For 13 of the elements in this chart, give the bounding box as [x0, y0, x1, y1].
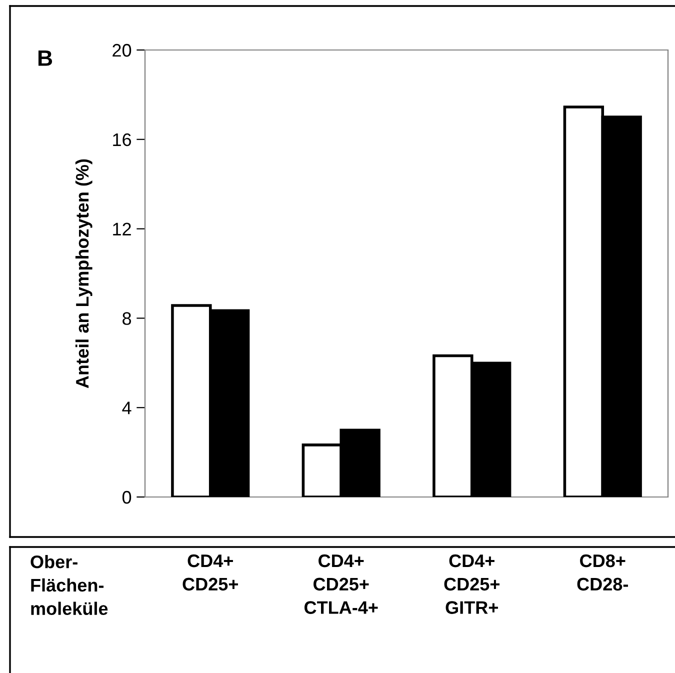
y-tick-label: 12: [113, 222, 131, 236]
x-tick-label: CD4+ CD25+: [182, 554, 238, 591]
y-tick-label: 20: [112, 44, 132, 57]
x-tick-label: CD4+ CD25+ GITR+: [444, 554, 500, 614]
text: B: [38, 50, 52, 66]
y-tick-label: 8: [122, 312, 132, 325]
y-axis-title: Anteil an Lymphozyten (%): [75, 159, 92, 388]
x-tick-label: CD4+ CD25+ CTLA-4+: [304, 554, 378, 614]
y-tick-label: 0: [122, 490, 132, 504]
text: Ober- Flächen- moleküle: [30, 555, 108, 616]
x-tick-label: CD8+ CD28-: [577, 554, 628, 591]
y-tick-label: 4: [122, 402, 132, 414]
y-tick-label: 16: [113, 133, 132, 146]
